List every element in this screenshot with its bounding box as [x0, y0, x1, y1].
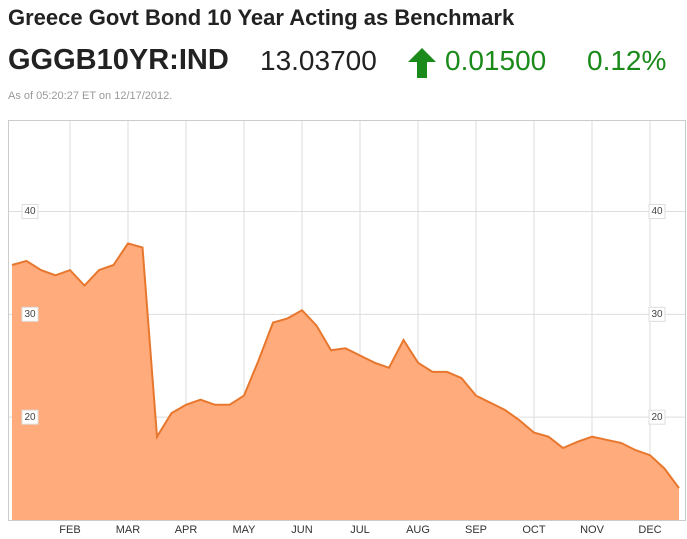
y-tick-label: 20 — [651, 412, 663, 423]
price: 13.03700 — [260, 45, 377, 76]
y-tick-label: 40 — [24, 206, 36, 217]
up-arrow — [408, 48, 436, 78]
change: 0.01500 — [445, 45, 547, 76]
area-fill — [12, 243, 679, 520]
x-tick-label: JUL — [350, 524, 370, 536]
y-tick-box-left — [21, 203, 39, 219]
change-percent: 0.12% — [587, 45, 667, 76]
y-tick-box-right — [648, 306, 666, 322]
line — [11, 242, 680, 489]
x-tick-label: APR — [175, 524, 198, 536]
timestamp: As of 05:20:27 ET on 12/17/2012. — [8, 90, 173, 102]
x-tick-label: FEB — [59, 524, 80, 536]
x-tick-label: MAY — [232, 524, 256, 536]
y-tick-label: 30 — [651, 309, 663, 320]
page-title: Greece Govt Bond 10 Year Acting as Bench… — [8, 5, 515, 30]
y-tick-box-left — [21, 306, 39, 322]
y-tick-label: 30 — [24, 309, 36, 320]
x-tick-label: OCT — [522, 524, 546, 536]
symbol: GGGB10YR:IND — [8, 44, 229, 76]
y-tick-label: 20 — [24, 412, 36, 423]
x-tick-label: SEP — [465, 524, 487, 536]
x-tick-label: DEC — [638, 524, 661, 536]
x-tick-label: MAR — [116, 524, 141, 536]
y-tick-label: 40 — [651, 206, 663, 217]
quote-bar: GGGB10YR:IND 13.03700 0.01500 0.12% — [8, 44, 687, 84]
y-tick-box-left — [21, 409, 39, 425]
x-tick-label: NOV — [580, 524, 605, 536]
x-tick-label: AUG — [406, 524, 430, 536]
y-tick-box-right — [648, 203, 666, 219]
x-tick-label: JUN — [291, 524, 312, 536]
y-tick-box-right — [648, 409, 666, 425]
